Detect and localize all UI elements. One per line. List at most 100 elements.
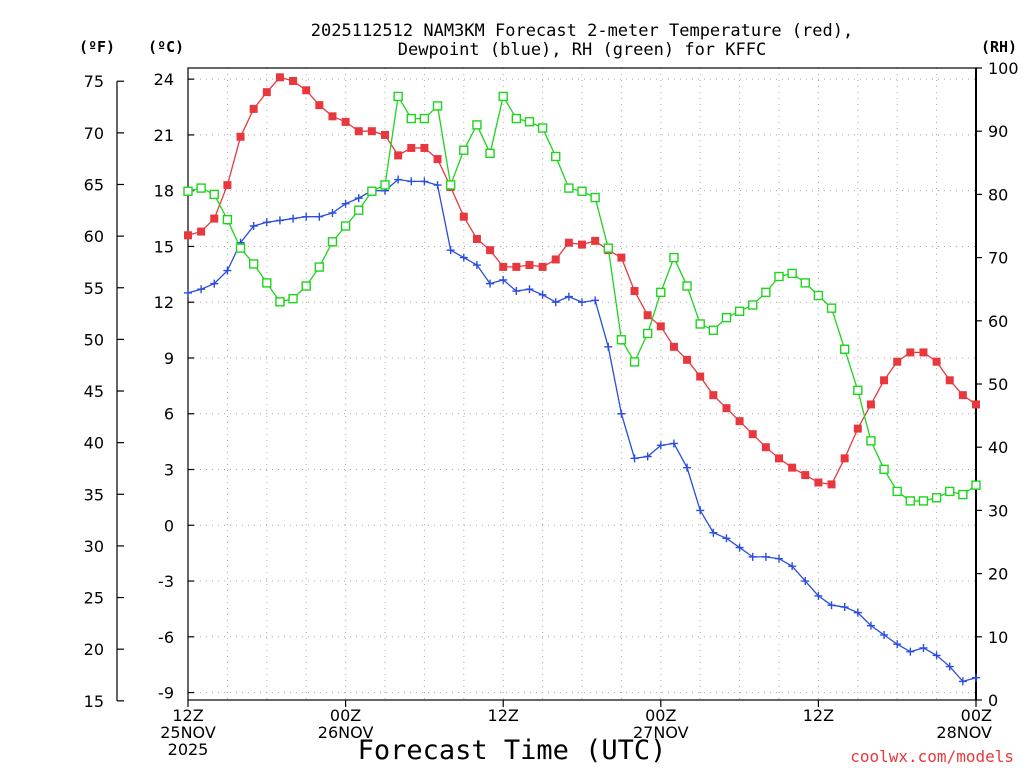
rh-point: [196, 183, 206, 193]
rh-point: [248, 259, 259, 269]
fahrenheit-tick-label: 35: [84, 485, 104, 504]
temperature-point: [262, 88, 271, 97]
dewpoint-point: [880, 630, 889, 639]
temperature-point: [709, 391, 718, 400]
dewpoint-point: [407, 177, 416, 186]
temperature-point: [367, 127, 376, 136]
chart-title-line2: Dewpoint (blue), RH (green) for KFFC: [398, 40, 766, 60]
fahrenheit-tick-label: 75: [84, 72, 104, 91]
celsius-tick-label: 18: [154, 182, 174, 201]
rh-point: [603, 243, 613, 253]
temperature-point: [853, 424, 862, 433]
rh-point: [511, 113, 522, 124]
grid-lines: [187, 68, 977, 700]
temperature-point: [972, 400, 980, 409]
rh-point: [800, 278, 810, 288]
dewpoint-point: [630, 454, 639, 463]
dewpoint-point: [591, 296, 600, 305]
temperature-point: [801, 471, 810, 480]
plot-frame: [187, 67, 977, 701]
temperature-point: [906, 348, 915, 357]
temperature-point: [381, 130, 389, 139]
dewpoint-point: [893, 640, 902, 649]
rh-point: [695, 319, 705, 329]
dewpoint-point: [564, 292, 573, 301]
celsius-tick-label: 3: [164, 461, 174, 480]
temperature-point: [394, 151, 403, 160]
x-tick-label: 12Z: [172, 706, 203, 725]
dewpoint-point: [801, 577, 810, 586]
temperature-point: [564, 238, 573, 247]
temperature-point: [656, 322, 665, 331]
rh-point: [485, 148, 495, 159]
rh-point: [209, 189, 219, 200]
dewpoint-point: [538, 290, 547, 299]
temperature-point: [696, 372, 705, 381]
rh-point: [721, 312, 732, 323]
rh-point: [642, 328, 653, 339]
temperature-point: [223, 181, 232, 190]
x-tick-label: 25NOV: [160, 723, 216, 742]
temperature-point: [893, 357, 902, 366]
dewpoint-point: [262, 218, 271, 227]
rh-point: [813, 290, 824, 301]
dewpoint-point: [683, 463, 692, 472]
temperature-point: [814, 478, 823, 487]
temperature-point: [866, 400, 875, 409]
temperature-point: [761, 443, 770, 452]
temperature-point: [407, 143, 416, 152]
rh-point: [262, 278, 272, 288]
dewpoint-point: [906, 647, 915, 656]
fahrenheit-unit-label: (ºF): [79, 38, 115, 56]
temperature-point: [525, 261, 534, 270]
temperature-point: [827, 480, 836, 489]
rh-tick-label: 100: [988, 59, 1019, 78]
rh-point: [235, 243, 246, 253]
rh-point: [472, 120, 482, 130]
dewpoint-point: [486, 279, 495, 288]
dewpoint-point: [420, 177, 429, 186]
temperature-point: [433, 155, 442, 164]
dewpoint-point: [775, 554, 783, 563]
fahrenheit-tick-label: 70: [84, 124, 104, 143]
rh-point: [222, 214, 233, 225]
rh-point: [931, 493, 942, 503]
fahrenheit-tick-label: 60: [84, 227, 104, 246]
dewpoint-point: [446, 246, 455, 255]
celsius-tick-label: 15: [154, 237, 174, 256]
rh-point: [616, 335, 627, 345]
temperature-point: [591, 236, 600, 245]
rh-point: [537, 123, 548, 133]
rh-point: [787, 268, 797, 279]
temperature-point: [315, 101, 324, 110]
temperature-point: [328, 112, 337, 121]
rh-point: [314, 262, 325, 272]
x-tick-label: 28NOV: [936, 723, 992, 742]
temperature-point: [775, 454, 783, 463]
temperature-point: [722, 404, 731, 413]
rh-tick-label: 20: [988, 565, 1008, 584]
dewpoint-point: [827, 601, 836, 610]
dewpoint-point: [433, 181, 442, 190]
rh-point: [682, 281, 692, 291]
celsius-tick-label: -6: [158, 628, 174, 647]
temperature-point: [459, 212, 468, 221]
dewpoint-point: [275, 216, 284, 225]
dewpoint-point: [919, 643, 928, 652]
dewpoint-point: [748, 552, 757, 561]
dewpoint-point: [499, 275, 508, 284]
fahrenheit-tick-label: 40: [84, 434, 104, 453]
dewpoint-point: [210, 279, 219, 288]
dewpoint-point: [840, 603, 849, 612]
rh-point: [432, 101, 443, 111]
dewpoint-point: [578, 298, 586, 307]
temperature-point: [354, 127, 363, 136]
rh-point: [275, 297, 285, 307]
temperature-point: [683, 355, 692, 364]
dewpoint-point: [709, 528, 718, 537]
tick-labels: 7570656055504540353025201524211815129630…: [84, 59, 1019, 759]
celsius-tick-label: -3: [158, 572, 174, 591]
x-tick-label: 00Z: [330, 706, 361, 725]
rh-point: [301, 281, 311, 291]
temperature-point: [880, 376, 889, 385]
